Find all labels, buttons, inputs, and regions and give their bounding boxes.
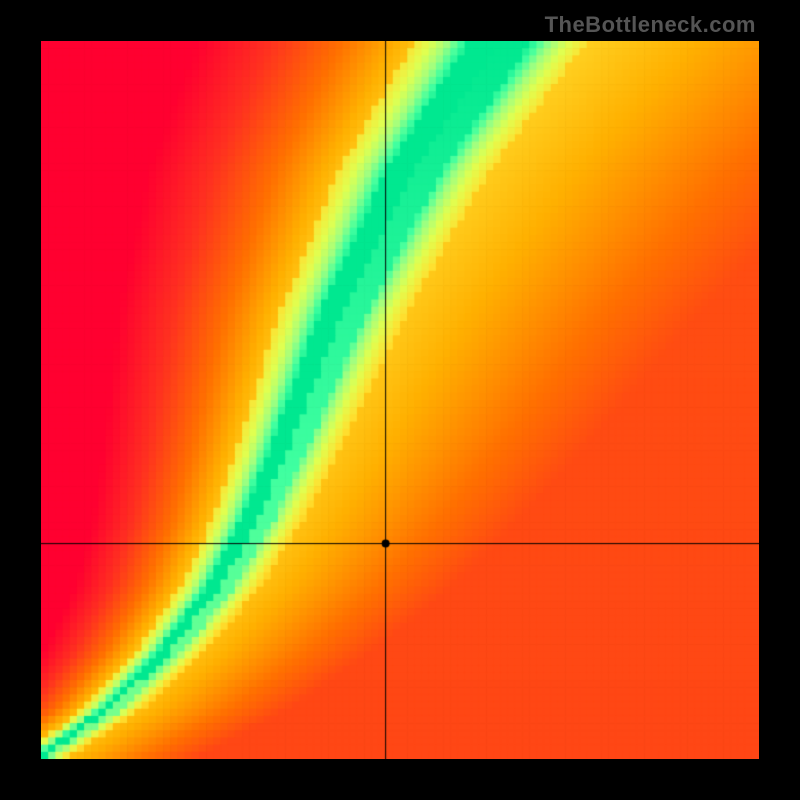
chart-container: { "chart": { "type": "heatmap", "cols": … [0,0,800,800]
watermark-text: TheBottleneck.com [545,12,756,38]
bottleneck-heatmap [41,41,759,759]
